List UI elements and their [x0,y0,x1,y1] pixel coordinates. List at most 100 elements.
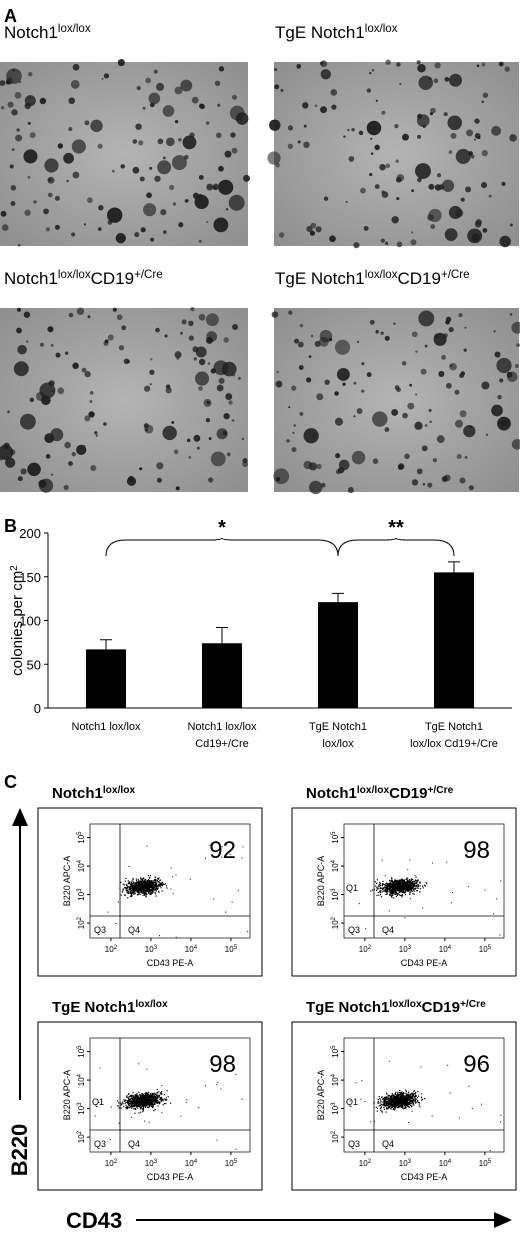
event [398,885,400,887]
event [138,1102,141,1104]
event [402,883,404,885]
bar [86,649,126,708]
colony [497,416,511,431]
event [140,1101,143,1103]
colony [353,381,357,385]
event [392,1106,394,1108]
colony [366,372,372,378]
event [136,1105,138,1108]
event [137,889,140,891]
event [141,1105,143,1108]
event [419,888,422,890]
event [392,886,394,888]
colony [188,335,194,341]
event [146,888,148,891]
event [407,890,410,892]
event [406,885,408,888]
event [152,1105,154,1107]
event [160,1100,163,1102]
event [166,1099,168,1101]
x-tick-label: 103 [399,1159,412,1168]
event [145,895,147,897]
plot-title-part: lox/lox [135,999,168,1010]
event [237,890,239,892]
event [133,1096,135,1098]
event [385,890,387,892]
event [383,1097,385,1099]
event [152,882,154,885]
colony [84,371,91,378]
event [154,1097,157,1099]
colony [275,380,283,388]
event [400,883,402,885]
event [148,1094,150,1096]
event [144,884,146,886]
event [133,1097,135,1099]
event [406,877,408,879]
event [392,891,394,893]
colony [509,134,517,142]
event [392,1094,394,1096]
x-tick-label: lox/lox [322,738,354,750]
event [409,1103,411,1105]
event [402,1096,404,1099]
colony [5,77,13,85]
event [131,1096,133,1098]
event [136,1102,139,1104]
image-title-part: Notch1 [4,269,58,288]
colony [185,199,189,203]
event [408,1091,410,1093]
event [124,880,126,882]
colony [288,310,293,315]
event [385,1097,388,1099]
event [391,1093,394,1095]
event [381,1110,383,1112]
colony [424,344,428,348]
event [151,892,153,894]
event [139,884,142,886]
event [154,1101,157,1103]
colony [173,449,179,455]
event [401,880,403,882]
event [143,892,145,895]
event [144,1105,147,1108]
event [419,882,421,884]
event [393,1097,396,1099]
event [397,887,400,889]
event [392,1101,394,1104]
event [133,893,135,895]
event [151,1098,154,1100]
event [132,881,135,883]
event [405,888,407,890]
event [391,889,393,891]
event [144,888,146,890]
event [144,883,146,885]
event [395,891,398,893]
event [144,1097,146,1099]
event [149,1102,151,1104]
event [384,884,387,886]
colony [509,223,513,227]
event [414,875,416,877]
event [399,1105,401,1107]
colony [372,411,388,427]
event [382,890,384,892]
y-axis-label: colonies per cm2 [9,565,27,676]
colony [29,132,36,139]
event [153,881,155,883]
event [390,1095,393,1097]
event [157,887,159,889]
colony [407,402,415,410]
event [157,878,159,880]
colony [391,216,399,224]
colony [144,424,154,434]
event [157,1094,159,1096]
event [387,1101,389,1104]
colony [148,92,161,105]
event [139,881,141,883]
event [131,1097,133,1099]
event [489,1150,491,1152]
event [128,892,130,895]
colony [192,346,199,353]
event [423,1098,426,1100]
